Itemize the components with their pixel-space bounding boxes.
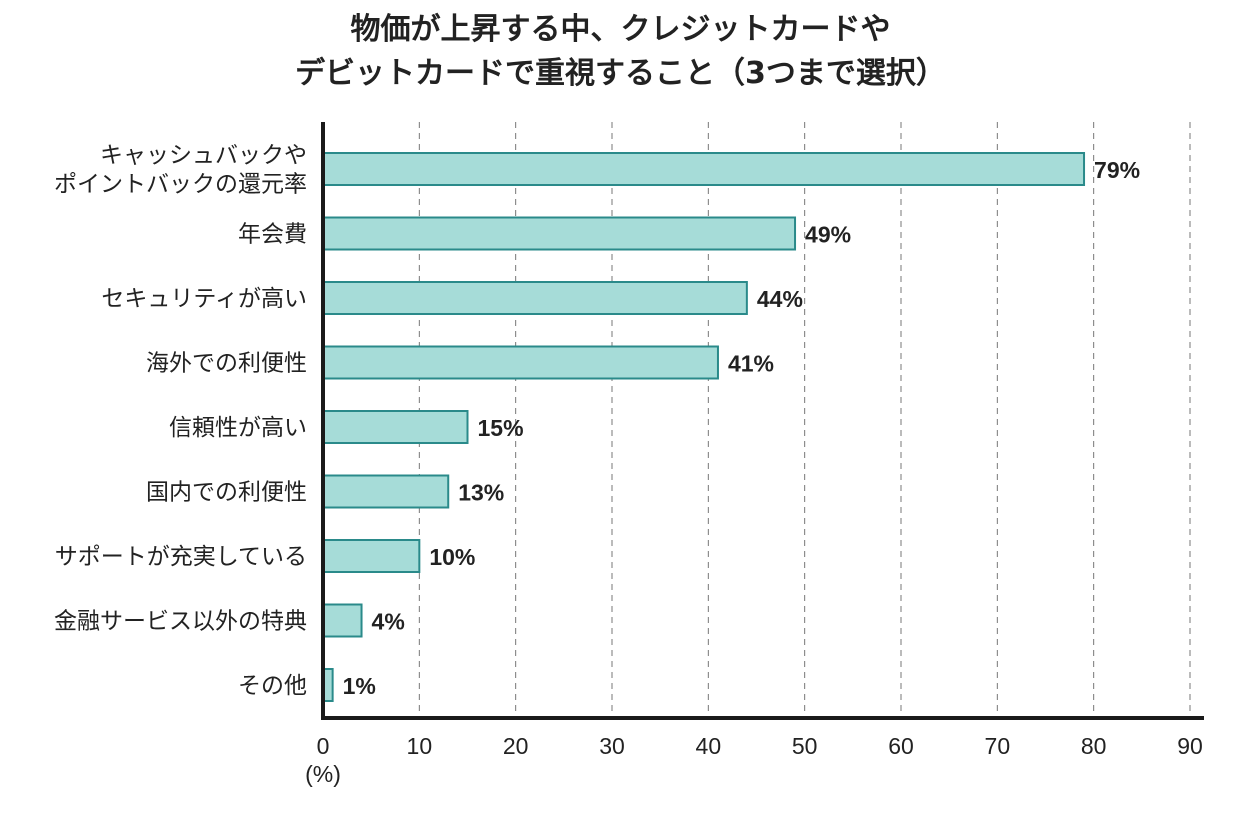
bar	[322, 216, 797, 251]
data-label: 15%	[478, 415, 524, 441]
category-label: キャッシュバックや	[100, 143, 307, 169]
category-label: 金融サービス以外の特典	[54, 609, 307, 635]
chart-title-line-1: 物価が上昇する中、クレジットカードや	[350, 12, 891, 47]
data-label: 79%	[1094, 157, 1140, 183]
x-axis-label: (%)	[305, 761, 341, 787]
data-label: 41%	[728, 351, 774, 377]
x-tick-label: 60	[888, 733, 914, 759]
category-label: 国内での利便性	[146, 480, 307, 506]
data-label: 49%	[805, 222, 851, 248]
category-label: 信頼性が高い	[169, 415, 307, 441]
bar	[322, 345, 719, 380]
chart-title: 物価が上昇する中、クレジットカードや デビットカードで重視すること（3つまで選択…	[0, 8, 1241, 96]
chart-title-line-2: デビットカードで重視すること（3つまで選択）	[295, 56, 946, 91]
category-label: 年会費	[238, 222, 307, 248]
data-label: 44%	[757, 286, 803, 312]
x-tick-label: 20	[503, 733, 529, 759]
x-tick-label: 80	[1081, 733, 1107, 759]
bar	[322, 281, 748, 315]
category-label: セキュリティが高い	[101, 286, 307, 312]
category-label: 海外での利便性	[146, 351, 307, 377]
data-label: 13%	[458, 480, 504, 506]
category-label: その他	[238, 673, 307, 699]
x-tick-label: 30	[599, 733, 625, 759]
bar	[322, 152, 1086, 186]
x-tick-label: 40	[696, 733, 722, 759]
bar	[322, 474, 450, 509]
bar	[322, 603, 363, 638]
x-tick-label: 10	[407, 733, 433, 759]
x-tick-label: 0	[317, 733, 330, 759]
category-label: サポートが充実している	[55, 544, 307, 570]
x-tick-label: 50	[792, 733, 818, 759]
x-tick-label: 70	[985, 733, 1011, 759]
bar	[322, 410, 469, 444]
bar	[322, 539, 421, 573]
data-label: 1%	[343, 673, 376, 699]
data-label: 4%	[372, 609, 405, 635]
category-label: ポイントバックの還元率	[54, 172, 307, 198]
x-tick-label: 90	[1177, 733, 1203, 759]
data-label: 10%	[429, 544, 475, 570]
